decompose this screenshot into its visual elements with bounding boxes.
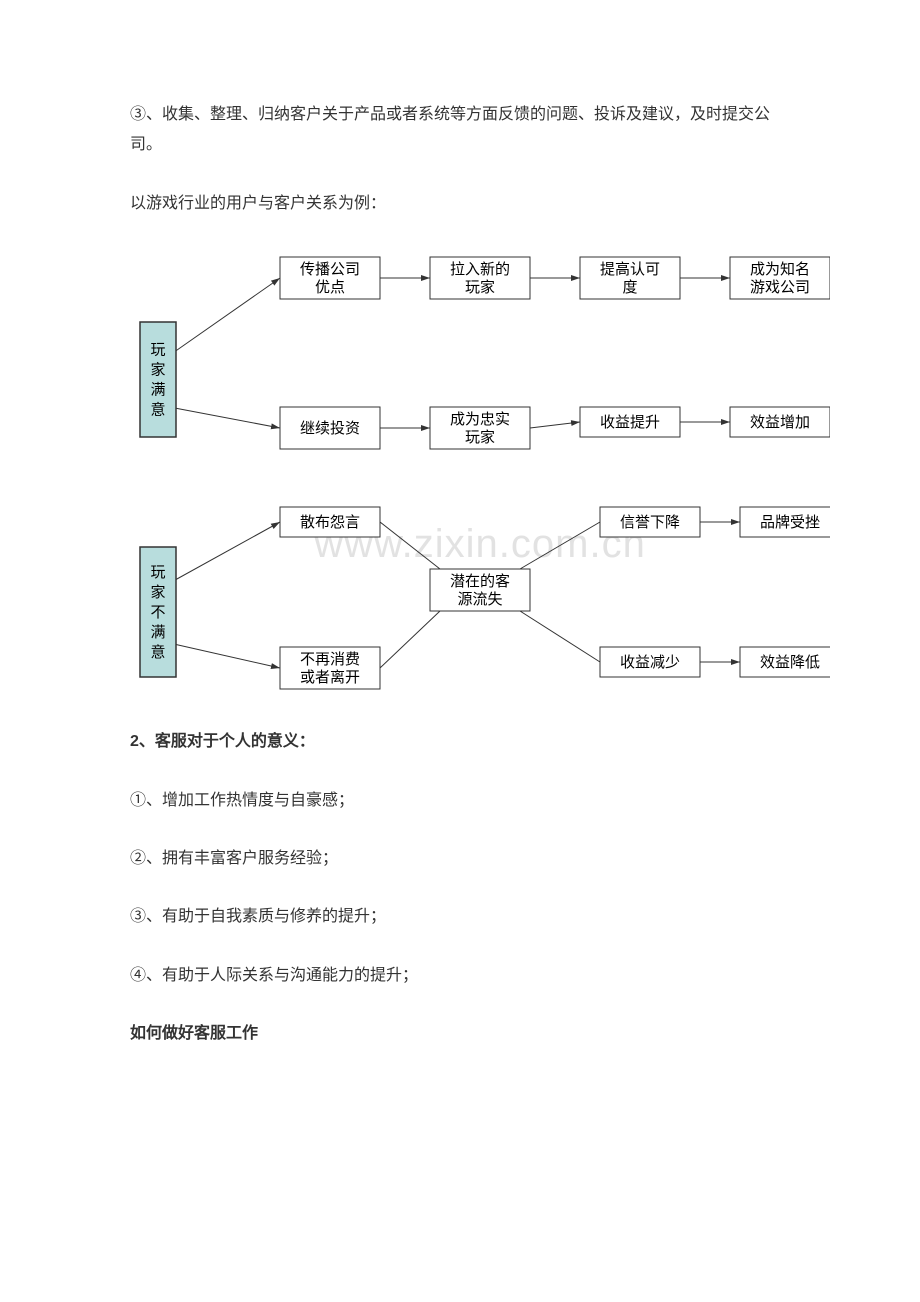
node-n4a: 不再消费或者离开 bbox=[280, 647, 380, 689]
svg-text:传播公司: 传播公司 bbox=[300, 261, 360, 278]
node-n3a: 散布怨言 bbox=[280, 507, 380, 537]
svg-text:或者离开: 或者离开 bbox=[300, 669, 360, 686]
svg-text:家: 家 bbox=[150, 362, 165, 379]
svg-text:成为忠实: 成为忠实 bbox=[450, 411, 510, 428]
list-item-1: ①、增加工作热情度与自豪感； bbox=[130, 786, 790, 816]
svg-text:散布怨言: 散布怨言 bbox=[300, 514, 360, 531]
svg-text:优点: 优点 bbox=[315, 279, 345, 296]
svg-text:提高认可: 提高认可 bbox=[600, 261, 660, 278]
svg-text:拉入新的: 拉入新的 bbox=[450, 261, 510, 278]
svg-text:信誉下降: 信誉下降 bbox=[620, 514, 680, 531]
svg-text:不再消费: 不再消费 bbox=[300, 651, 360, 668]
flowchart-diagram: www.zixin.com.cn玩家满意传播公司优点拉入新的玩家提高认可度成为知… bbox=[130, 247, 830, 697]
svg-text:度: 度 bbox=[622, 279, 637, 296]
node-n3b: 潜在的客源流失 bbox=[430, 569, 530, 611]
svg-text:收益减少: 收益减少 bbox=[620, 654, 680, 671]
svg-text:玩家: 玩家 bbox=[465, 429, 495, 446]
svg-text:游戏公司: 游戏公司 bbox=[750, 279, 810, 296]
svg-text:满: 满 bbox=[150, 382, 165, 399]
node-n4c: 收益减少 bbox=[600, 647, 700, 677]
svg-text:意: 意 bbox=[150, 643, 165, 661]
node-sat: 玩家满意 bbox=[140, 322, 176, 437]
heading-personal-meaning: 2、客服对于个人的意义： bbox=[130, 727, 790, 757]
svg-text:效益增加: 效益增加 bbox=[750, 414, 810, 431]
svg-text:玩: 玩 bbox=[150, 565, 165, 581]
list-item-4: ④、有助于人际关系与沟通能力的提升； bbox=[130, 961, 790, 991]
svg-text:玩: 玩 bbox=[150, 343, 165, 359]
svg-text:继续投资: 继续投资 bbox=[300, 420, 360, 437]
svg-text:效益降低: 效益降低 bbox=[760, 654, 820, 671]
node-n1d: 成为知名游戏公司 bbox=[730, 257, 830, 299]
node-n2a: 继续投资 bbox=[280, 407, 380, 449]
list-item-2: ②、拥有丰富客户服务经验； bbox=[130, 844, 790, 874]
paragraph-feedback: ③、收集、整理、归纳客户关于产品或者系统等方面反馈的问题、投诉及建议，及时提交公… bbox=[130, 100, 790, 161]
node-n1c: 提高认可度 bbox=[580, 257, 680, 299]
node-n3c: 信誉下降 bbox=[600, 507, 700, 537]
svg-text:玩家: 玩家 bbox=[465, 279, 495, 296]
node-n2c: 收益提升 bbox=[580, 407, 680, 437]
svg-text:品牌受挫: 品牌受挫 bbox=[760, 514, 820, 531]
list-item-3: ③、有助于自我素质与修养的提升； bbox=[130, 902, 790, 932]
node-n3d: 品牌受挫 bbox=[740, 507, 830, 537]
svg-text:意: 意 bbox=[150, 401, 165, 419]
node-n1b: 拉入新的玩家 bbox=[430, 257, 530, 299]
svg-text:收益提升: 收益提升 bbox=[600, 414, 660, 431]
svg-text:成为知名: 成为知名 bbox=[750, 261, 810, 278]
node-n2b: 成为忠实玩家 bbox=[430, 407, 530, 449]
heading-how-to: 如何做好客服工作 bbox=[130, 1019, 790, 1049]
node-unsat: 玩家不满意 bbox=[140, 547, 176, 677]
svg-text:满: 满 bbox=[150, 624, 165, 641]
svg-text:源流失: 源流失 bbox=[457, 591, 502, 608]
node-n2d: 效益增加 bbox=[730, 407, 830, 437]
paragraph-example-intro: 以游戏行业的用户与客户关系为例： bbox=[130, 189, 790, 219]
node-n1a: 传播公司优点 bbox=[280, 257, 380, 299]
svg-text:不: 不 bbox=[150, 605, 165, 621]
node-n4d: 效益降低 bbox=[740, 647, 830, 677]
svg-text:家: 家 bbox=[150, 584, 165, 601]
svg-text:潜在的客: 潜在的客 bbox=[450, 573, 510, 590]
